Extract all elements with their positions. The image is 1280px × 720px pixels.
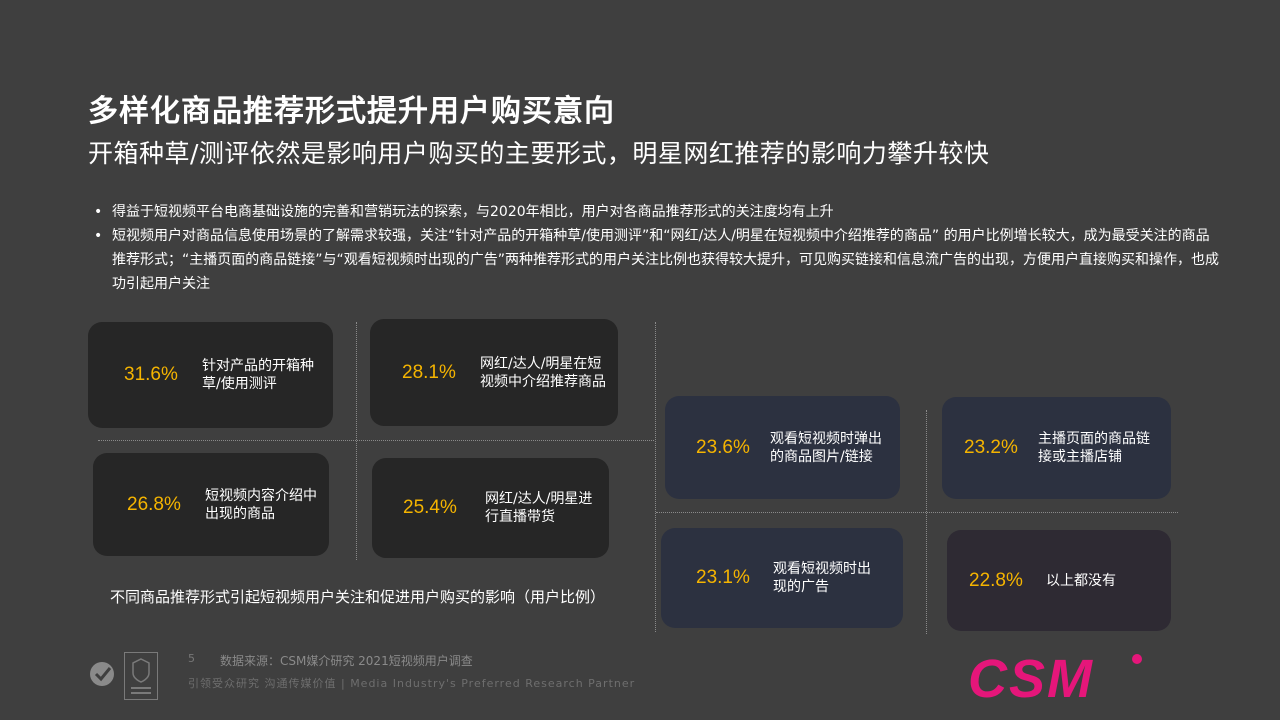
stat-percentage: 25.4% <box>403 497 457 518</box>
stat-percentage: 23.2% <box>964 437 1018 458</box>
stat-card: 22.8% 以上都没有 <box>947 530 1171 631</box>
stat-percentage: 23.6% <box>696 436 750 458</box>
stat-card: 26.8% 短视频内容介绍中 出现的商品 <box>93 453 329 556</box>
divider-vertical-left <box>356 322 357 560</box>
stat-percentage: 31.6% <box>124 364 178 385</box>
stat-percentage: 23.1% <box>696 567 750 588</box>
bullet-item: 得益于短视频平台电商基础设施的完善和营销玩法的探索，与2020年相比，用户对各商… <box>92 200 1222 224</box>
stat-label: 观看短视频时弹出 的商品图片/链接 <box>770 430 882 465</box>
stat-card: 23.6% 观看短视频时弹出 的商品图片/链接 <box>665 396 900 499</box>
page-subtitle: 开箱种草/测评依然是影响用户购买的主要形式，明星网红推荐的影响力攀升较快 <box>88 139 990 168</box>
stat-percentage: 26.8% <box>127 493 181 515</box>
data-source: 数据来源：CSM媒介研究 2021短视频用户调查 <box>220 654 473 668</box>
divider-horizontal-left <box>98 440 654 441</box>
stat-percentage: 22.8% <box>969 569 1023 591</box>
divider-vertical-middle <box>655 322 656 632</box>
stat-percentage: 28.1% <box>402 361 456 383</box>
divider-vertical-right <box>926 410 927 634</box>
page-title: 多样化商品推荐形式提升用户购买意向 <box>88 94 615 129</box>
registered-mark-icon <box>1132 654 1142 664</box>
stat-label: 主播页面的商品链 接或主播店铺 <box>1038 431 1150 465</box>
certification-check-icon <box>78 656 122 696</box>
stat-label: 短视频内容介绍中 出现的商品 <box>205 487 317 522</box>
certification-badge-icon <box>124 652 158 700</box>
stat-label: 观看短视频时出 现的广告 <box>773 561 871 595</box>
brand-logo: CSM <box>968 649 1094 709</box>
stat-label: 网红/达人/明星进 行直播带货 <box>485 491 593 525</box>
stat-label: 针对产品的开箱种 草/使用测评 <box>202 358 314 392</box>
stat-label: 以上都没有 <box>1046 572 1116 589</box>
stat-card: 23.1% 观看短视频时出 现的广告 <box>661 528 903 628</box>
stat-label: 网红/达人/明星在短 视频中介绍推荐商品 <box>480 355 606 390</box>
chart-caption: 不同商品推荐形式引起短视频用户关注和促进用户购买的影响（用户比例） <box>110 588 606 606</box>
stat-card: 23.2% 主播页面的商品链 接或主播店铺 <box>942 397 1171 499</box>
stat-card: 28.1% 网红/达人/明星在短 视频中介绍推荐商品 <box>370 319 618 426</box>
bullet-item: 短视频用户对商品信息使用场景的了解需求较强，关注“针对产品的开箱种草/使用测评”… <box>92 224 1222 296</box>
stat-card: 31.6% 针对产品的开箱种 草/使用测评 <box>88 322 333 428</box>
stat-card: 25.4% 网红/达人/明星进 行直播带货 <box>372 458 609 558</box>
page-number: 5 <box>188 652 195 665</box>
footer-tagline: 引领受众研究 沟通传媒价值 | Media Industry's Preferr… <box>188 677 636 690</box>
divider-horizontal-right <box>656 512 1178 513</box>
bullet-list: 得益于短视频平台电商基础设施的完善和营销玩法的探索，与2020年相比，用户对各商… <box>92 200 1222 296</box>
